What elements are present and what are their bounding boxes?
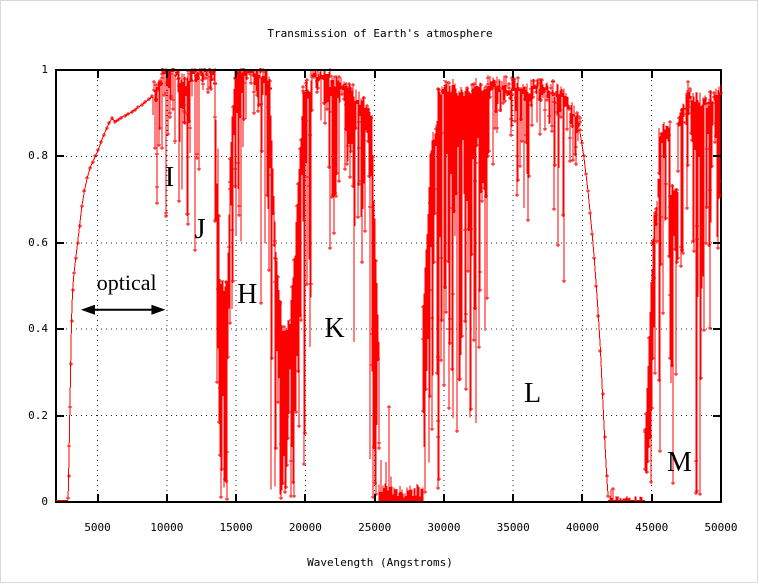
- x-tick-label-10000: 10000: [150, 521, 184, 534]
- axis-tick-marks: [56, 69, 722, 503]
- band-label-H: H: [237, 278, 258, 310]
- x-axis-label: Wavelength (Angstroms): [307, 556, 453, 569]
- band-label-I: I: [164, 162, 175, 193]
- band-label-J: J: [194, 213, 206, 245]
- band-label-K: K: [324, 313, 345, 345]
- x-tick-label-45000: 45000: [635, 521, 669, 534]
- optical-range-label: optical: [96, 269, 157, 295]
- arrow-right-head-icon: [151, 304, 166, 315]
- y-tick-label-0.6: 0.6: [28, 235, 48, 249]
- x-tick-label-20000: 20000: [288, 521, 322, 534]
- y-tick-label-0.2: 0.2: [28, 408, 48, 422]
- y-tick-label-0.8: 0.8: [28, 149, 48, 163]
- x-tick-label-35000: 35000: [496, 521, 530, 534]
- y-tick-label-0: 0: [41, 495, 48, 508]
- band-label-M: M: [666, 447, 692, 479]
- band-label-L: L: [524, 378, 542, 409]
- x-tick-label-15000: 15000: [219, 521, 253, 534]
- x-tick-label-50000: 50000: [704, 521, 738, 534]
- x-tick-label-30000: 30000: [427, 521, 461, 534]
- chart-title: Transmission of Earth's atmosphere: [267, 27, 493, 40]
- x-tick-label-40000: 40000: [565, 521, 600, 534]
- y-tick-label-0.4: 0.4: [28, 322, 48, 336]
- transmission-point-markers: [66, 68, 723, 501]
- y-tick-label-1: 1: [41, 63, 48, 76]
- arrow-left-head-icon: [80, 304, 95, 315]
- x-tick-label-25000: 25000: [358, 521, 392, 534]
- x-tick-label-5000: 5000: [84, 521, 111, 534]
